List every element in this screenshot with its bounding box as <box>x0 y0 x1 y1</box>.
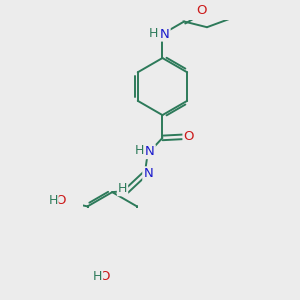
Text: O: O <box>56 194 66 207</box>
Text: H: H <box>93 270 102 283</box>
Text: H: H <box>149 27 158 40</box>
Text: N: N <box>160 28 169 40</box>
Text: N: N <box>145 145 155 158</box>
Text: O: O <box>184 130 194 143</box>
Text: H: H <box>135 144 144 157</box>
Text: H: H <box>48 194 58 207</box>
Text: O: O <box>196 4 206 16</box>
Text: N: N <box>143 167 153 180</box>
Text: H: H <box>118 182 127 195</box>
Text: O: O <box>100 270 110 283</box>
